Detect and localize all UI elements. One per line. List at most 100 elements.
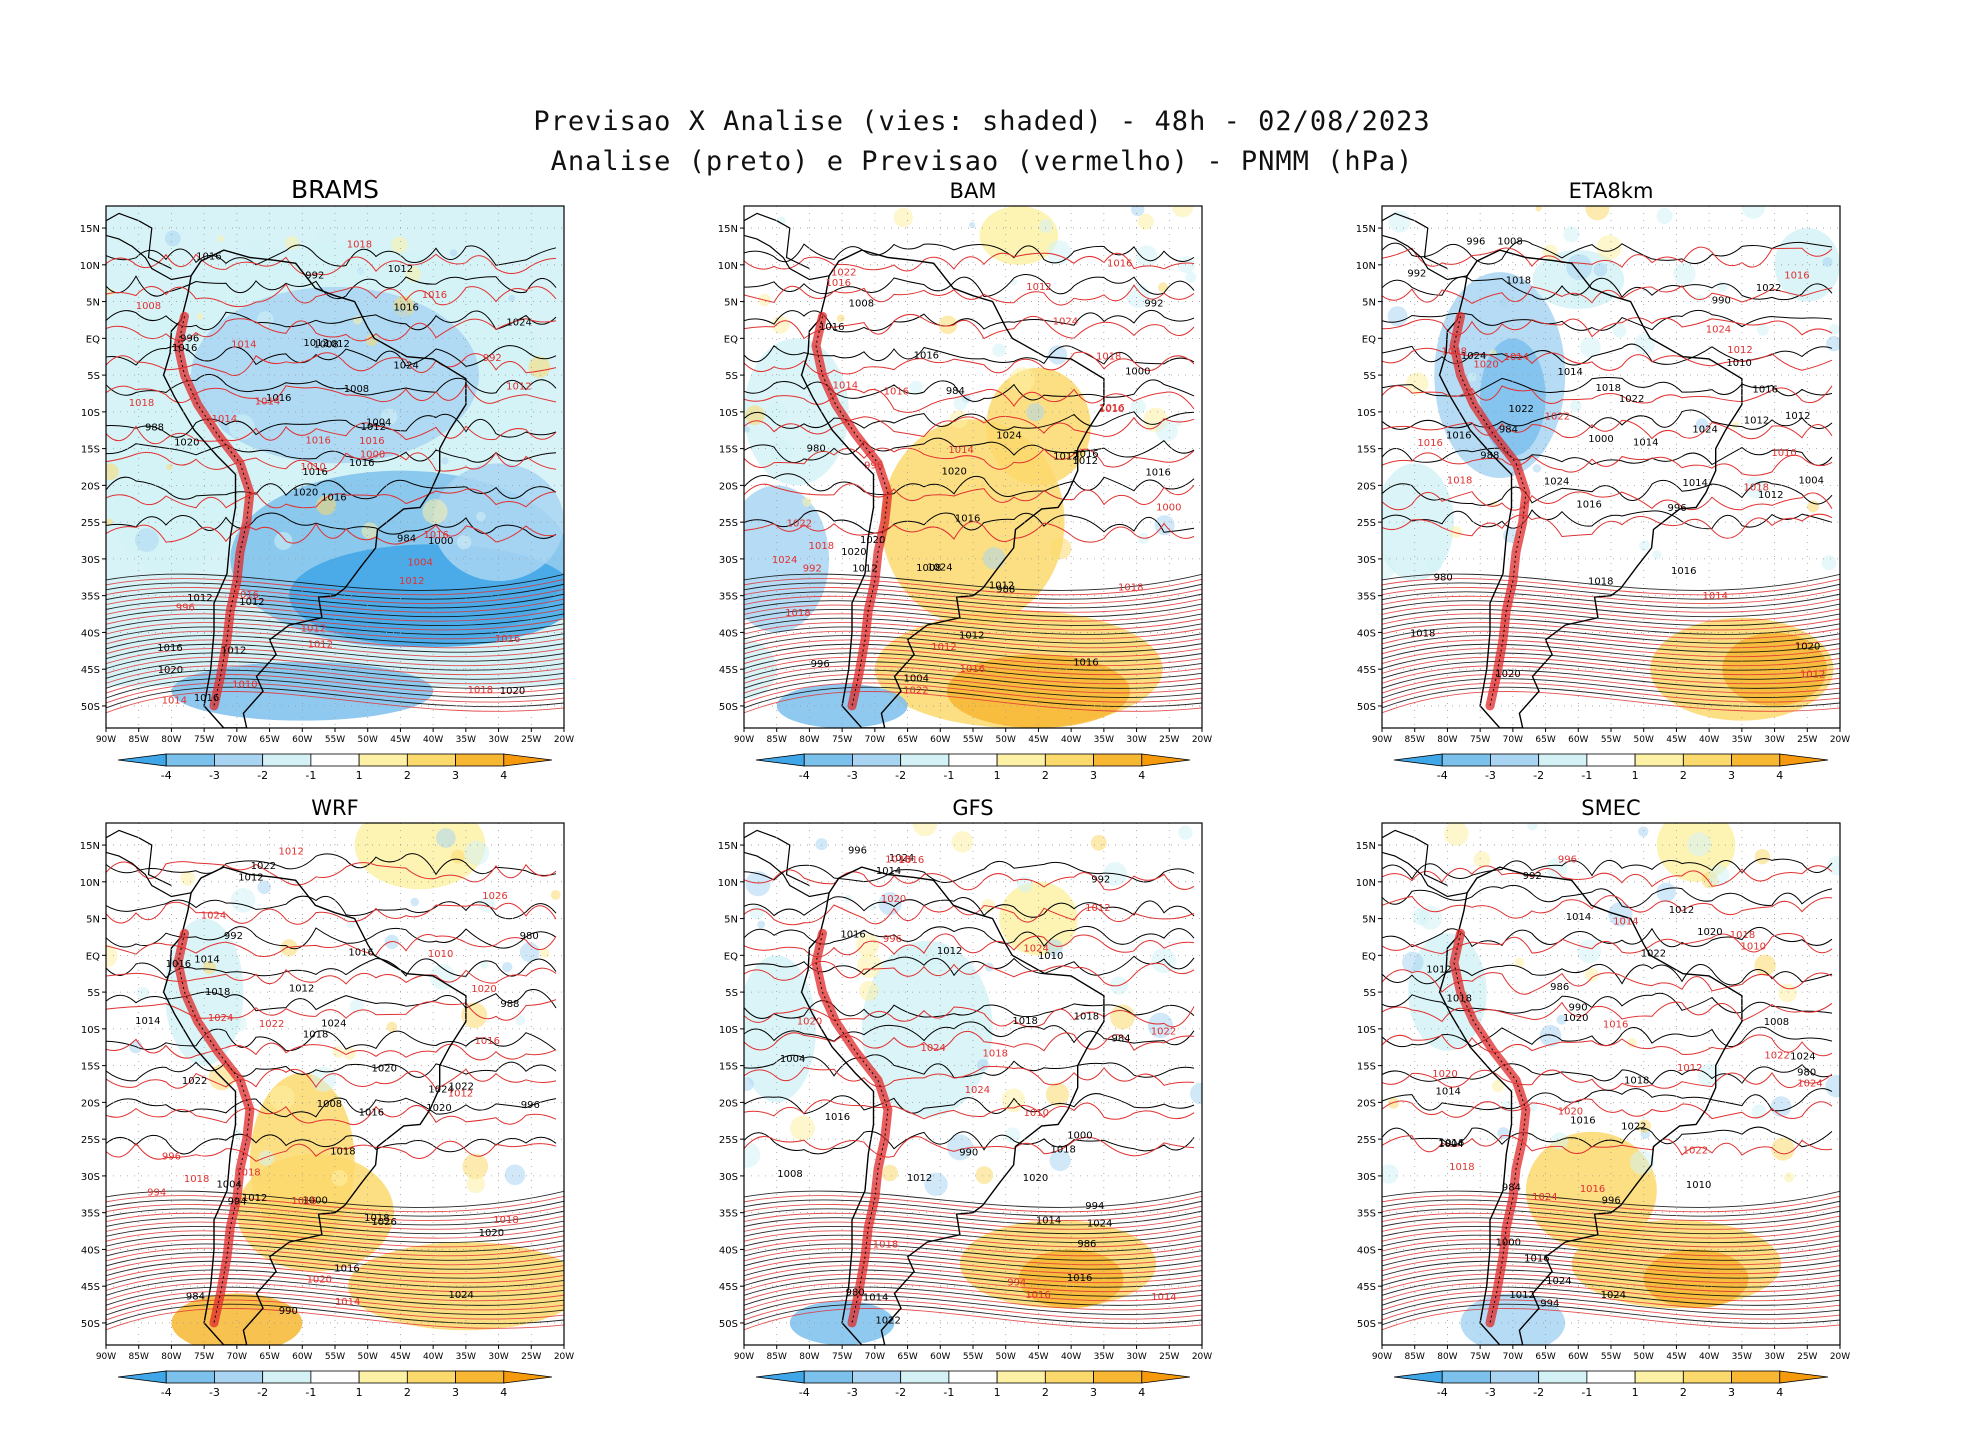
bias-patch xyxy=(1539,1024,1562,1047)
bias-patch xyxy=(1566,254,1593,281)
isobar-label-analysis: 1008 xyxy=(1764,1017,1789,1028)
isobar-label-forecast: 1010 xyxy=(428,949,453,960)
lat-tick-label: 10N xyxy=(718,261,738,272)
isobar-analysis xyxy=(744,243,1195,264)
lat-tick-label: 25S xyxy=(81,1135,100,1146)
isobar-label-forecast: 1016 xyxy=(475,1036,500,1047)
isobar-label-analysis: 1024 xyxy=(506,317,531,328)
colorbar-label: 3 xyxy=(452,1386,459,1399)
isobar-label-forecast: 1012 xyxy=(399,576,424,587)
colorbar-label: 4 xyxy=(500,1386,507,1399)
isobar-label-analysis: 1008 xyxy=(777,1169,802,1180)
colorbar-label: -2 xyxy=(895,1386,906,1399)
isobar-forecast xyxy=(106,283,557,308)
colorbar-segment xyxy=(262,753,312,767)
andes-contours xyxy=(1453,316,1527,707)
isobar-label-forecast: 1018 xyxy=(1118,582,1143,593)
isobar-analysis xyxy=(744,896,1195,918)
lat-tick-label: 40S xyxy=(719,1245,738,1256)
isobar-label-analysis: 994 xyxy=(1085,1201,1104,1212)
isobar-analysis xyxy=(744,1226,1202,1243)
lon-tick-label: 90W xyxy=(1372,1352,1392,1362)
isobar-forecast xyxy=(744,1031,1195,1052)
isobar-label-analysis: 1012 xyxy=(1758,490,1783,501)
isobar-label-forecast: 1010 xyxy=(1099,404,1124,415)
colorbar-segment xyxy=(1393,753,1443,767)
isobar-forecast xyxy=(106,382,557,404)
isobar-label-forecast: 1014 xyxy=(231,340,256,351)
isobar-label-forecast: 1024 xyxy=(1706,324,1731,335)
lon-tick-label: 80W xyxy=(1437,735,1457,745)
isobar-label-analysis: 1016 xyxy=(348,947,373,958)
lat-tick-label: 5S xyxy=(725,988,738,999)
isobar-analysis xyxy=(744,1243,1202,1261)
bias-patch xyxy=(1009,367,1035,393)
colorbar-label: -2 xyxy=(257,1386,268,1399)
map-area: 1012 1016 1016 1016 1014 1018 1020 1022 1024 1024… xyxy=(1382,206,1840,728)
isobar-label-analysis: 1016 xyxy=(166,959,191,970)
bias-patch xyxy=(789,1115,815,1141)
isobar-label-analysis: 1016 xyxy=(157,643,182,654)
figure-subtitle: Analise (preto) e Previsao (vermelho) - … xyxy=(550,146,1414,177)
isobar-label-forecast: 1024 xyxy=(1053,316,1078,327)
isobar-label-analysis: 992 xyxy=(1091,874,1110,885)
lat-tick-label: 40S xyxy=(81,628,100,639)
lat-tick-label: 30S xyxy=(719,555,738,566)
isobar-label-analysis: 996 xyxy=(180,334,199,345)
isobar-label-analysis: 984 xyxy=(1499,424,1518,435)
isobar-label-analysis: 1016 xyxy=(194,693,219,704)
isobar-forecast xyxy=(744,682,1202,704)
colorbar-label: -2 xyxy=(257,769,268,782)
isobar-label-analysis: 994 xyxy=(1540,1299,1559,1310)
isobar-analysis xyxy=(106,413,557,438)
colorbar-segment xyxy=(1682,1370,1732,1384)
isobar-label-forecast: 1020 xyxy=(1432,1069,1457,1080)
isobar-label-forecast: 1018 xyxy=(873,1239,898,1250)
isobar-forecast xyxy=(106,639,564,658)
central-america-outline xyxy=(106,829,192,898)
isobar-label-analysis: 1022 xyxy=(1756,283,1781,294)
bias-region xyxy=(986,367,1091,486)
central-america-outline xyxy=(1382,829,1468,898)
colorbar-label: 2 xyxy=(404,1386,411,1399)
isobar-analysis xyxy=(744,661,1202,680)
lon-tick-label: 80W xyxy=(161,1352,181,1362)
bias-patch xyxy=(1826,335,1840,352)
isobar-label-analysis: 1012 xyxy=(324,339,349,350)
map-area: 1018101610181012101210161014101610201020… xyxy=(106,823,564,1345)
lat-tick-label: 15N xyxy=(80,224,100,235)
colorbar-label: 4 xyxy=(1138,769,1145,782)
bias-region xyxy=(1643,1249,1749,1309)
isobar-label-analysis: 1018 xyxy=(1050,1145,1075,1156)
bias-patch xyxy=(539,948,550,959)
isobar-label-analysis: 1018 xyxy=(205,987,230,998)
isobar-analysis xyxy=(1382,600,1840,618)
bias-patch xyxy=(1756,323,1769,336)
isobar-label-analysis: 1000 xyxy=(428,536,453,547)
isobar-forecast xyxy=(106,253,557,276)
isobar-label-analysis: 1016 xyxy=(1524,1254,1549,1265)
bias-patch xyxy=(436,828,456,848)
lat-tick-label: 20S xyxy=(719,481,738,492)
isobar-label-analysis: 1024 xyxy=(1546,1276,1571,1287)
bias-patch xyxy=(1172,206,1194,218)
bias-patch xyxy=(1026,403,1045,422)
lon-tick-label: 30W xyxy=(1764,735,1784,745)
lon-tick-label: 40W xyxy=(1699,735,1719,745)
isobar-label-analysis: 1012 xyxy=(239,597,264,608)
bias-patch xyxy=(388,307,411,330)
isobar-label-analysis: 1012 xyxy=(1669,905,1694,916)
lat-tick-label: 25S xyxy=(719,1135,738,1146)
isobar-analysis xyxy=(1382,1088,1833,1112)
isobar-label-analysis: 1020 xyxy=(1697,927,1722,938)
bias-patch xyxy=(1467,372,1477,382)
colorbar-label: 2 xyxy=(1042,1386,1049,1399)
colorbar-label: -3 xyxy=(847,1386,858,1399)
isobar-label-forecast: 1012 xyxy=(1026,282,1051,293)
isobar-forecast xyxy=(106,604,564,622)
isobar-label-forecast: 1016 xyxy=(1107,258,1132,269)
isobar-analysis xyxy=(1382,582,1840,600)
isobar-label-forecast: 1018 xyxy=(1096,351,1121,362)
bias-patch xyxy=(856,953,882,979)
lon-tick-label: 35W xyxy=(1094,735,1114,745)
